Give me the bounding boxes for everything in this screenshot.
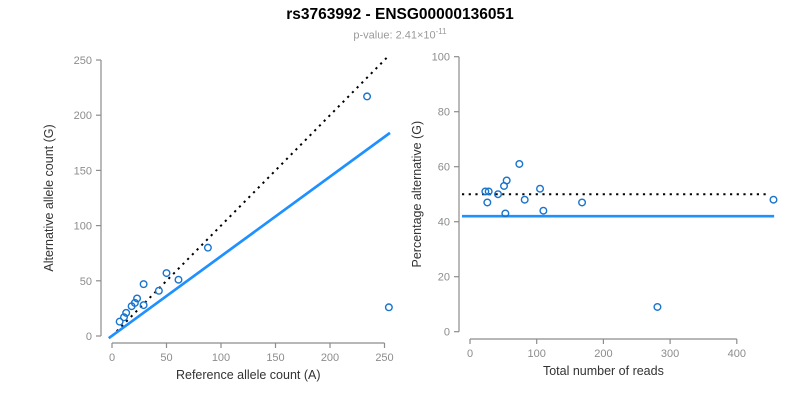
y-tick-label: 0: [444, 327, 450, 339]
figure-title: rs3763992 - ENSG00000136051: [286, 6, 514, 23]
x-tick-label: 200: [594, 348, 612, 360]
data-point: [203, 243, 212, 252]
data-point: [539, 206, 548, 215]
data-point: [501, 209, 510, 218]
y-tick-label: 250: [74, 55, 92, 67]
data-point: [363, 92, 372, 101]
y-axis-title: Percentage alternative (G): [410, 121, 424, 268]
y-tick-label: 100: [432, 52, 450, 64]
y-tick-label: 100: [74, 221, 92, 233]
x-axis-title: Reference allele count (A): [176, 368, 321, 382]
y-tick-label: 20: [438, 272, 450, 284]
x-axis-title: Total number of reads: [543, 364, 664, 378]
data-point: [484, 187, 493, 196]
data-point: [578, 198, 587, 207]
y-tick-label: 50: [80, 276, 92, 288]
x-tick-label: 400: [728, 348, 746, 360]
x-tick-label: 150: [266, 352, 284, 364]
data-point: [174, 275, 183, 284]
x-tick-label: 100: [212, 352, 230, 364]
y-tick-label: 0: [86, 331, 92, 343]
data-point: [494, 190, 503, 199]
data-point: [139, 280, 148, 289]
data-point: [515, 159, 524, 168]
data-point: [139, 301, 148, 310]
data-point: [115, 317, 124, 326]
data-point: [122, 308, 131, 317]
x-tick-label: 0: [467, 348, 473, 360]
data-point: [481, 187, 490, 196]
figure-subtitle: p-value: 2.41×10-11: [0, 27, 800, 42]
data-point: [384, 303, 393, 312]
p-value-text: p-value: 2.41×10: [353, 29, 436, 42]
data-point: [536, 184, 545, 193]
right-scatter-plot: 0 20 40 60 80 100 0 100 200 300 400 Total number of…: [410, 52, 778, 378]
data-point: [154, 286, 163, 295]
y-tick-label: 60: [438, 162, 450, 174]
data-point: [483, 198, 492, 207]
y-tick-label: 80: [438, 107, 450, 119]
data-point: [769, 195, 778, 204]
x-tick-label: 0: [109, 352, 115, 364]
p-value-exponent: -11: [435, 27, 447, 36]
y-tick-label: 200: [74, 110, 92, 122]
identity-line: [111, 55, 389, 337]
data-point: [119, 313, 128, 322]
x-tick-label: 250: [375, 352, 393, 364]
data-point: [162, 269, 171, 278]
x-tick-label: 50: [160, 352, 172, 364]
x-tick-label: 100: [528, 348, 546, 360]
left-scatter-plot: 0 50 100 150 200 250 0 50 100 150 200 250 Reference …: [42, 55, 394, 382]
x-tick-label: 200: [321, 352, 339, 364]
y-tick-label: 150: [74, 165, 92, 177]
data-point: [133, 294, 142, 303]
x-tick-label: 300: [661, 348, 679, 360]
data-point: [653, 302, 662, 311]
y-axis-title: Alternative allele count (G): [42, 124, 56, 271]
data-point: [502, 176, 511, 185]
data-point: [130, 298, 139, 307]
data-point: [520, 195, 529, 204]
fit-line: [107, 131, 391, 340]
y-tick-label: 40: [438, 217, 450, 229]
